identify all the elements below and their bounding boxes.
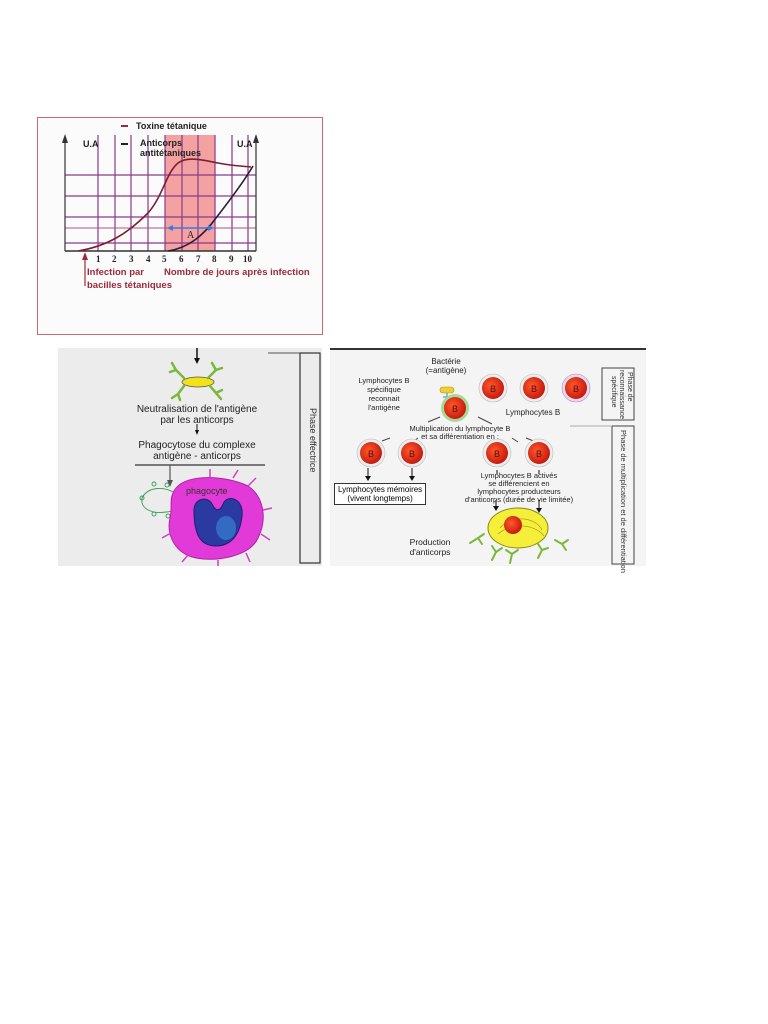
x-tick: 8: [212, 254, 217, 264]
neutralisation-line1: Neutralisation de l'antigène: [136, 404, 258, 415]
production-line1: Production: [409, 537, 451, 547]
bacteria-label-line1: Bactérie: [431, 357, 461, 366]
infection-label-line1: Infection par: [87, 267, 145, 278]
vertical-grid: [97, 135, 249, 251]
b-cell-label: B: [530, 384, 537, 394]
daughter-b-lymphocyte-icons: [356, 438, 554, 468]
multiplication-line1: Multiplication du lymphocyte B: [409, 424, 511, 433]
legend-antibody-line1: Anticorps: [140, 138, 183, 148]
phase-recognition-line1: Phase de: [626, 372, 633, 402]
tetanus-chart: Toxine tétanique Anticorps antitétanique…: [37, 117, 323, 335]
specific-b-lymphocyte-icon: [441, 394, 469, 422]
active-b-line4: d'anticorps (durée de vie limitée): [464, 495, 574, 504]
antibody-icons: [469, 533, 569, 564]
memory-lymphocytes-box: Lymphocytes mémoires (vivent longtemps): [334, 483, 427, 505]
antibody-curve: [167, 165, 254, 252]
x-tick: 9: [229, 254, 234, 264]
x-tick: 1: [96, 254, 101, 264]
x-tick: 3: [129, 254, 134, 264]
production-line2: d'anticorps: [409, 547, 451, 557]
x-tick: 7: [196, 254, 201, 264]
b-cell-label: B: [367, 449, 374, 459]
x-tick: 2: [112, 254, 117, 264]
b-cell-label: B: [451, 404, 458, 414]
antigen-antibody-complex-icon: [168, 361, 224, 402]
b-cell-label: B: [489, 384, 496, 394]
active-b-line2: se différencient en: [488, 479, 550, 488]
x-tick: 4: [146, 254, 151, 264]
phagocyte-label: phagocyte: [186, 486, 228, 496]
active-b-line1: Lymphocytes B activés: [480, 471, 558, 480]
x-tick: 6: [179, 254, 184, 264]
active-b-line3: lymphocytes producteurs: [477, 487, 561, 496]
b-cell-label: B: [493, 449, 500, 459]
b-cell-label: B: [408, 449, 415, 459]
toxin-curve: [77, 158, 252, 252]
b-cell-label: B: [572, 384, 579, 394]
horizontal-grid: [65, 174, 256, 244]
region-a-label: A: [187, 230, 195, 241]
b-lymphocyte-icons: [478, 373, 591, 403]
memory-label-line1: Lymphocytes mémoires: [338, 485, 423, 494]
bacteria-label-line2: (=antigène): [425, 366, 467, 375]
y-axis-label-right: U.A: [237, 139, 253, 149]
x-tick: 5: [162, 254, 167, 264]
shaded-region-a: [165, 135, 215, 251]
phagocyte-icon: [161, 469, 273, 566]
phagocytose-line1: Phagocytose du complexe: [138, 440, 256, 451]
phase-multiplication-label: Phase de multiplication et de différenti…: [619, 430, 628, 573]
memory-label-line2: (vivent longtemps): [347, 494, 413, 503]
bacteria-icon: [439, 386, 455, 398]
x-axis-label: Nombre de jours après infection: [164, 267, 310, 278]
legend-antibody-line2: antitétaniques: [140, 148, 202, 158]
b-lymphocyte-diagram: Bactérie (=antigène) Lymphocytes B spéci…: [330, 348, 646, 573]
phase-recognition-line2: reconnaissance: [618, 370, 625, 420]
plasma-cell-icon: [487, 507, 549, 549]
effector-phase-diagram: Neutralisation de l'antigène par les ant…: [58, 348, 322, 566]
y-axis-label-left: U.A: [83, 139, 99, 149]
multiplication-line2: et sa différentiation en :: [421, 432, 499, 441]
infection-label-line2: bacilles tétaniques: [87, 280, 173, 291]
specific-b-label-line3: reconnait: [368, 394, 400, 403]
specific-b-label-line2: spécifique: [367, 385, 401, 394]
b-cell-label: B: [535, 449, 542, 459]
specific-b-label-line4: l'antigène: [368, 403, 400, 412]
neutralisation-line2: par les anticorps: [160, 415, 234, 426]
lymphocytes-b-label: Lymphocytes B: [505, 408, 561, 417]
x-tick: 10: [243, 254, 252, 264]
phase-effectrice-label: Phase effectrice: [308, 408, 318, 473]
phagocytose-line2: antigène - anticorps: [153, 451, 241, 462]
specific-b-label-line1: Lymphocytes B: [358, 376, 410, 385]
legend-toxin: Toxine tétanique: [136, 121, 207, 131]
chart-plot: [62, 125, 259, 286]
phase-recognition-line3: spécifique: [610, 376, 617, 408]
